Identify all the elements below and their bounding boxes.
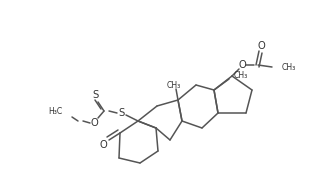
Text: O: O (238, 60, 246, 70)
Text: S: S (119, 108, 125, 118)
Text: O: O (99, 140, 107, 150)
Text: O: O (90, 118, 98, 128)
Text: H₃C: H₃C (49, 106, 63, 116)
Text: CH₃: CH₃ (167, 82, 181, 90)
Text: O: O (257, 41, 265, 51)
Text: CH₃: CH₃ (234, 70, 248, 80)
Text: CH₃: CH₃ (282, 62, 296, 72)
Text: S: S (93, 90, 99, 100)
